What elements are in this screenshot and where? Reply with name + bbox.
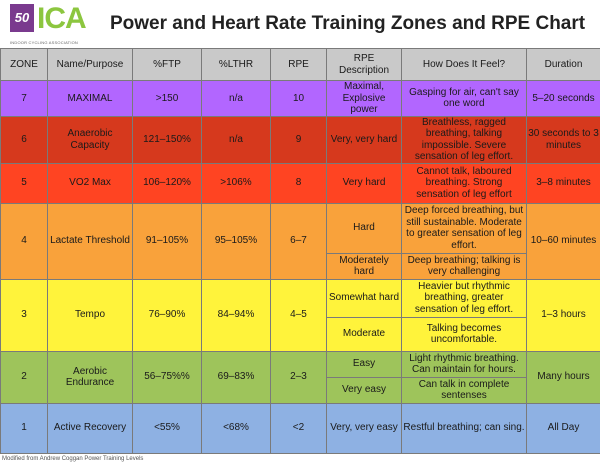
rpe-description-cell: Very easy bbox=[327, 377, 402, 403]
table-row: 5 VO2 Max 106–120% >106% 8 Very hard Can… bbox=[1, 163, 600, 203]
duration-cell: 10–60 minutes bbox=[527, 203, 600, 279]
column-header: Duration bbox=[527, 49, 600, 81]
duration-cell: 30 seconds to 3 minutes bbox=[527, 116, 600, 163]
rpe-cell: 2–3 bbox=[271, 351, 327, 403]
logo-subtitle: INDOOR CYCLING ASSOCIATION bbox=[10, 40, 78, 45]
feel-cell: Deep breathing; talking is very challeng… bbox=[402, 253, 527, 279]
rpe-description-cell: Moderately hard bbox=[327, 253, 402, 279]
rpe-description-cell: Somewhat hard bbox=[327, 279, 402, 317]
rpe-cell: 8 bbox=[271, 163, 327, 203]
feel-cell: Breathless, ragged breathing, talking im… bbox=[402, 116, 527, 163]
name-cell: VO2 Max bbox=[48, 163, 133, 203]
ftp-cell: 121–150% bbox=[133, 116, 202, 163]
rpe-description-cell: Hard bbox=[327, 203, 402, 253]
zone-cell: 4 bbox=[1, 203, 48, 279]
lthr-cell: 69–83% bbox=[202, 351, 271, 403]
rpe-cell: 4–5 bbox=[271, 279, 327, 351]
feel-cell: Deep forced breathing, but still sustain… bbox=[402, 203, 527, 253]
zone-cell: 1 bbox=[1, 403, 48, 453]
name-cell: Active Recovery bbox=[48, 403, 133, 453]
table-row: 7 MAXIMAL >150 n/a 10 Maximal, Explosive… bbox=[1, 81, 600, 117]
rpe-description-cell: Very, very easy bbox=[327, 403, 402, 453]
feel-cell: Light rhythmic breathing. Can maintain f… bbox=[402, 351, 527, 377]
rpe-description-cell: Easy bbox=[327, 351, 402, 377]
column-header: RPE bbox=[271, 49, 327, 81]
lthr-cell: >106% bbox=[202, 163, 271, 203]
table-row: 2 Aerobic Endurance 56–75%% 69–83% 2–3 E… bbox=[1, 351, 600, 377]
feel-cell: Gasping for air, can't say one word bbox=[402, 81, 527, 117]
feel-cell: Cannot talk, laboured breathing. Strong … bbox=[402, 163, 527, 203]
ftp-cell: 91–105% bbox=[133, 203, 202, 279]
ftp-cell: 76–90% bbox=[133, 279, 202, 351]
zone-cell: 6 bbox=[1, 116, 48, 163]
rpe-cell: 10 bbox=[271, 81, 327, 117]
ftp-cell: <55% bbox=[133, 403, 202, 453]
column-header: %FTP bbox=[133, 49, 202, 81]
rpe-cell: <2 bbox=[271, 403, 327, 453]
ftp-cell: >150 bbox=[133, 81, 202, 117]
duration-cell: Many hours bbox=[527, 351, 600, 403]
lthr-cell: 84–94% bbox=[202, 279, 271, 351]
table-header-row: ZONE Name/Purpose %FTP %LTHR RPE RPE Des… bbox=[1, 49, 600, 81]
table-row: 3 Tempo 76–90% 84–94% 4–5 Somewhat hard … bbox=[1, 279, 600, 317]
lthr-cell: n/a bbox=[202, 81, 271, 117]
feel-cell: Restful breathing; can sing. bbox=[402, 403, 527, 453]
name-cell: Tempo bbox=[48, 279, 133, 351]
column-header: ZONE bbox=[1, 49, 48, 81]
ftp-cell: 106–120% bbox=[133, 163, 202, 203]
zone-cell: 3 bbox=[1, 279, 48, 351]
duration-cell: All Day bbox=[527, 403, 600, 453]
page-header: 50 ICA INDOOR CYCLING ASSOCIATION Power … bbox=[0, 0, 600, 48]
duration-cell: 3–8 minutes bbox=[527, 163, 600, 203]
logo-text: ICA bbox=[37, 4, 86, 34]
zone-cell: 5 bbox=[1, 163, 48, 203]
zone-cell: 7 bbox=[1, 81, 48, 117]
cyclist-logo-mark: 50 bbox=[10, 4, 34, 32]
name-cell: MAXIMAL bbox=[48, 81, 133, 117]
ica-logo: 50 ICA INDOOR CYCLING ASSOCIATION bbox=[10, 4, 90, 46]
column-header: %LTHR bbox=[202, 49, 271, 81]
name-cell: Aerobic Endurance bbox=[48, 351, 133, 403]
rpe-description-cell: Very, very hard bbox=[327, 116, 402, 163]
rpe-description-cell: Moderate bbox=[327, 317, 402, 351]
training-zones-table: ZONE Name/Purpose %FTP %LTHR RPE RPE Des… bbox=[0, 48, 600, 454]
rpe-description-cell: Maximal, Explosive power bbox=[327, 81, 402, 117]
feel-cell: Talking becomes uncomfortable. bbox=[402, 317, 527, 351]
table-row: 4 Lactate Threshold 91–105% 95–105% 6–7 … bbox=[1, 203, 600, 253]
lthr-cell: 95–105% bbox=[202, 203, 271, 279]
rpe-cell: 9 bbox=[271, 116, 327, 163]
duration-cell: 1–3 hours bbox=[527, 279, 600, 351]
source-footnote: Modified from Andrew Coggan Power Traini… bbox=[0, 454, 600, 463]
column-header: How Does It Feel? bbox=[402, 49, 527, 81]
name-cell: Lactate Threshold bbox=[48, 203, 133, 279]
ftp-cell: 56–75%% bbox=[133, 351, 202, 403]
table-row: 1 Active Recovery <55% <68% <2 Very, ver… bbox=[1, 403, 600, 453]
zone-cell: 2 bbox=[1, 351, 48, 403]
lthr-cell: <68% bbox=[202, 403, 271, 453]
column-header: Name/Purpose bbox=[48, 49, 133, 81]
feel-cell: Heavier but rhythmic breathing, greater … bbox=[402, 279, 527, 317]
duration-cell: 5–20 seconds bbox=[527, 81, 600, 117]
feel-cell: Can talk in complete sentenses bbox=[402, 377, 527, 403]
column-header: RPE Description bbox=[327, 49, 402, 81]
name-cell: Anaerobic Capacity bbox=[48, 116, 133, 163]
rpe-description-cell: Very hard bbox=[327, 163, 402, 203]
rpe-cell: 6–7 bbox=[271, 203, 327, 279]
page-title: Power and Heart Rate Training Zones and … bbox=[110, 12, 585, 35]
table-row: 6 Anaerobic Capacity 121–150% n/a 9 Very… bbox=[1, 116, 600, 163]
lthr-cell: n/a bbox=[202, 116, 271, 163]
